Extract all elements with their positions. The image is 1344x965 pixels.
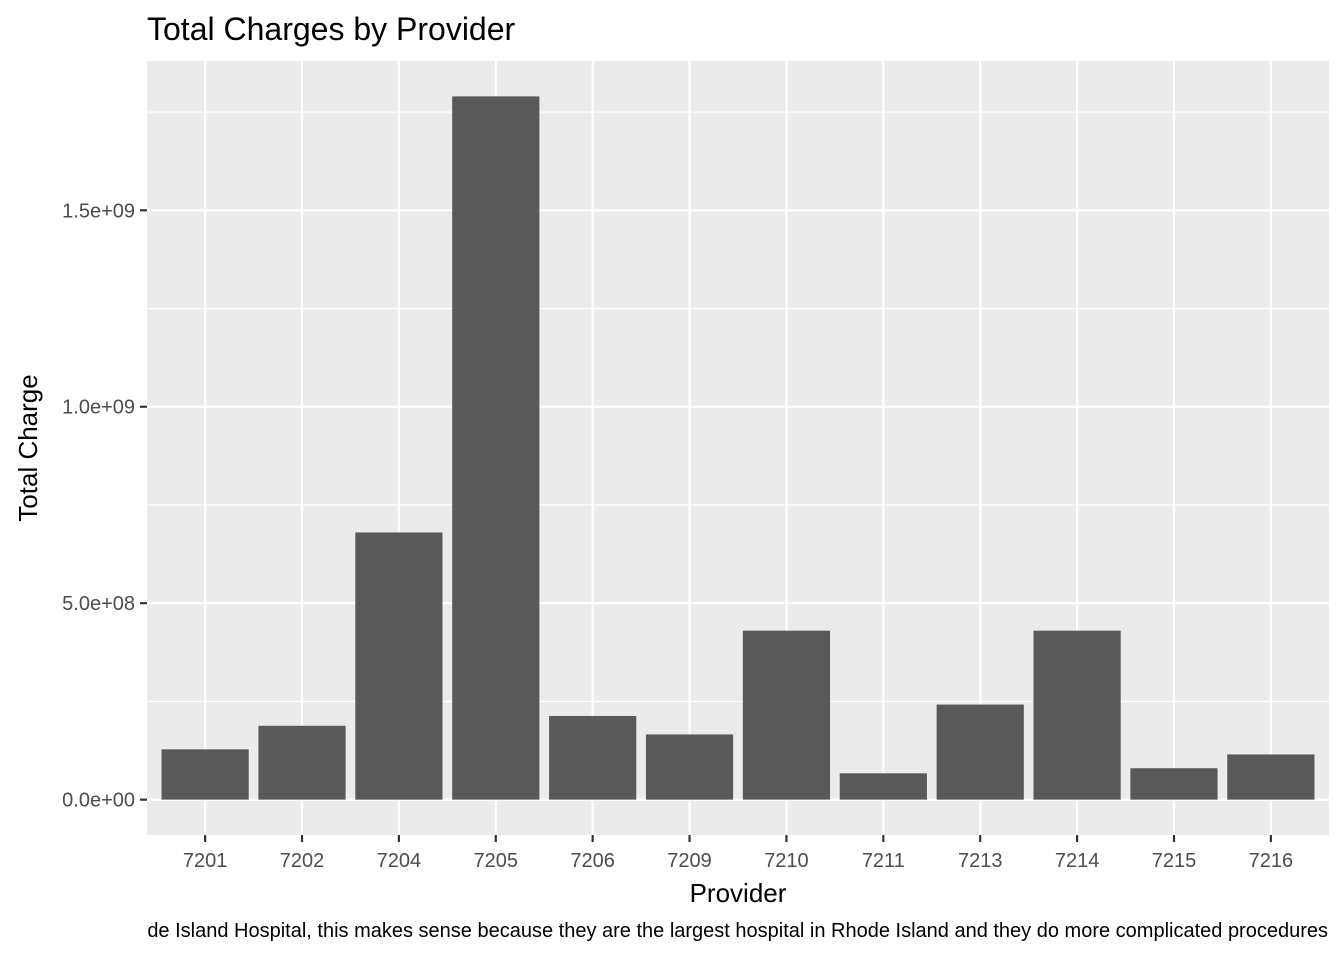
bar xyxy=(936,704,1024,800)
plot-panel xyxy=(147,61,1329,835)
x-tick-label: 7206 xyxy=(570,850,615,872)
bar xyxy=(645,734,734,800)
x-tick-label: 7201 xyxy=(183,850,228,872)
x-tick-label: 7216 xyxy=(1249,850,1294,872)
bars xyxy=(161,96,1315,800)
bar xyxy=(161,749,249,800)
y-tick-label: 0.0e+00 xyxy=(62,790,135,812)
bar xyxy=(742,630,831,800)
x-axis-label: Provider xyxy=(690,878,787,908)
bar xyxy=(1130,768,1218,800)
x-tick-label: 7205 xyxy=(474,850,519,872)
x-axis: 7201 7202 7204 7205 7206 7209 7210 7211 7213 7214… xyxy=(183,835,1293,872)
x-tick-label: 7215 xyxy=(1152,850,1197,872)
x-tick-label: 7211 xyxy=(862,850,905,872)
y-axis: 0.0e+00 5.0e+08 1.0e+09 1.5e+09 xyxy=(62,200,147,812)
grid-minor xyxy=(147,111,1329,702)
bar xyxy=(1033,630,1121,800)
x-tick-label: 7214 xyxy=(1055,850,1100,872)
bar xyxy=(258,725,346,800)
y-tick-label: 5.0e+08 xyxy=(62,593,135,615)
chart-title: Total Charges by Provider xyxy=(147,11,516,47)
x-tick-label: 7204 xyxy=(377,850,422,872)
bar xyxy=(355,532,443,800)
x-tick-label: 7213 xyxy=(958,850,1003,872)
x-tick-label: 7202 xyxy=(280,850,325,872)
y-tick-label: 1.0e+09 xyxy=(62,397,135,419)
x-tick-label: 7209 xyxy=(667,850,712,872)
y-tick-label: 1.5e+09 xyxy=(62,200,135,222)
bar xyxy=(1227,754,1315,800)
x-tick-label: 7210 xyxy=(764,850,809,872)
caption-text: de Island Hospital, this makes sense bec… xyxy=(147,920,1328,942)
bar xyxy=(839,773,927,800)
bar xyxy=(452,96,540,800)
bar xyxy=(549,715,637,800)
y-axis-label: Total Charge xyxy=(13,374,43,521)
